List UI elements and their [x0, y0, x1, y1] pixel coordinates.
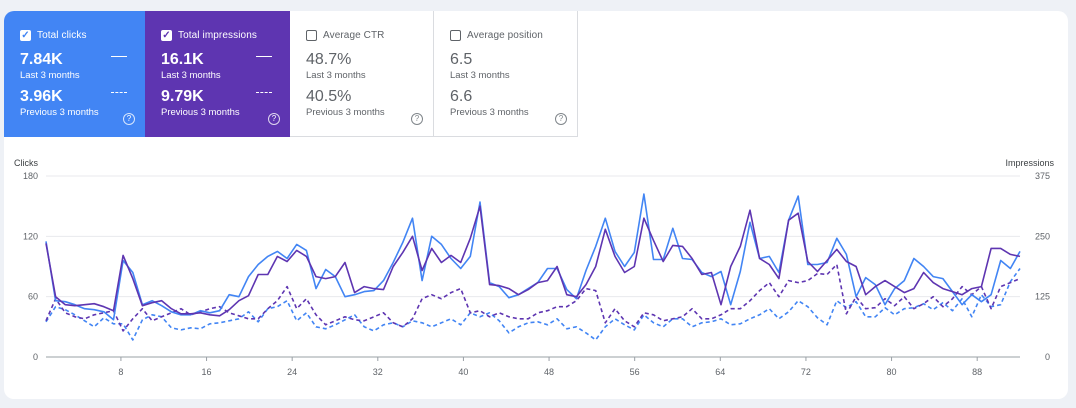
x-tick-label: 48 — [544, 367, 554, 377]
impressions-previous-series-line — [45, 263, 1021, 332]
x-tick-label: 56 — [630, 367, 640, 377]
help-icon[interactable]: ? — [268, 113, 280, 125]
checkbox-checked-icon[interactable]: ✓ — [161, 29, 172, 41]
x-tick-label: 24 — [287, 367, 297, 377]
tile-period-previous: Previous 3 months — [450, 107, 529, 118]
performance-card: ✓ Total clicks 7.84K Last 3 months 3.96K… — [4, 11, 1068, 399]
tile-period-current: Last 3 months — [306, 70, 366, 81]
clicks-current-series-line — [45, 193, 1021, 321]
impressions-current-series-line — [45, 205, 1021, 317]
x-tick-label: 80 — [887, 367, 897, 377]
average-ctr-tile[interactable]: Average CTR 48.7% Last 3 months 40.5% Pr… — [290, 11, 434, 137]
metric-tiles: ✓ Total clicks 7.84K Last 3 months 3.96K… — [4, 11, 578, 137]
clicks-previous-series-line — [45, 268, 1021, 341]
left-tick-label: 0 — [33, 352, 38, 362]
tile-period-current: Last 3 months — [20, 70, 80, 81]
checkbox-checked-icon[interactable]: ✓ — [20, 29, 31, 41]
right-tick-label: 0 — [1045, 352, 1050, 362]
left-tick-label: 180 — [23, 171, 38, 181]
tile-period-previous: Previous 3 months — [161, 107, 240, 118]
right-tick-label: 125 — [1035, 292, 1050, 302]
average-position-tile[interactable]: Average position 6.5 Last 3 months 6.6 P… — [434, 11, 578, 137]
help-icon[interactable]: ? — [411, 113, 423, 125]
right-axis-title: Impressions — [1005, 158, 1054, 168]
tile-value-current: 16.1K — [161, 51, 204, 68]
tile-period-previous: Previous 3 months — [306, 107, 385, 118]
help-icon[interactable]: ? — [555, 113, 567, 125]
tile-value-current: 7.84K — [20, 51, 63, 68]
tile-period-current: Last 3 months — [161, 70, 221, 81]
total-impressions-tile[interactable]: ✓ Total impressions 16.1K Last 3 months … — [145, 11, 290, 137]
tile-value-previous: 9.79K — [161, 88, 204, 105]
x-tick-label: 16 — [202, 367, 212, 377]
left-tick-label: 60 — [28, 292, 38, 302]
dashed-line-legend-icon — [256, 92, 272, 93]
total-clicks-tile[interactable]: ✓ Total clicks 7.84K Last 3 months 3.96K… — [4, 11, 145, 137]
x-tick-label: 64 — [715, 367, 725, 377]
series-lines — [45, 193, 1021, 341]
right-tick-label: 250 — [1035, 231, 1050, 241]
tile-label: Total impressions — [178, 30, 257, 41]
left-axis-title: Clicks — [14, 158, 38, 168]
x-tick-label: 40 — [458, 367, 468, 377]
tile-label: Total clicks — [37, 30, 87, 41]
performance-chart[interactable]: Clicks Impressions 0 0 60 125 120 250 180 375 8 1… — [4, 11, 1068, 399]
tile-label: Average position — [467, 30, 543, 41]
tile-value-current: 48.7% — [306, 51, 352, 68]
x-tick-label: 88 — [972, 367, 982, 377]
x-tick-label: 32 — [373, 367, 383, 377]
solid-line-legend-icon — [256, 56, 272, 57]
tile-value-previous: 40.5% — [306, 88, 352, 105]
checkbox-unchecked-icon[interactable] — [450, 30, 461, 41]
tile-value-previous: 6.6 — [450, 88, 473, 105]
axis-ticks: 0 0 60 125 120 250 180 375 8 16 24 32 40 48 56 64 72 80 88 — [23, 171, 1050, 377]
help-icon[interactable]: ? — [123, 113, 135, 125]
left-tick-label: 120 — [23, 231, 38, 241]
tile-period-previous: Previous 3 months — [20, 107, 99, 118]
dashed-line-legend-icon — [111, 92, 127, 93]
tile-value-previous: 3.96K — [20, 88, 63, 105]
right-tick-label: 375 — [1035, 171, 1050, 181]
checkbox-unchecked-icon[interactable] — [306, 30, 317, 41]
solid-line-legend-icon — [111, 56, 127, 57]
tile-period-current: Last 3 months — [450, 70, 510, 81]
tile-label: Average CTR — [323, 30, 385, 41]
x-tick-label: 8 — [118, 367, 123, 377]
x-tick-label: 72 — [801, 367, 811, 377]
tile-value-current: 6.5 — [450, 51, 473, 68]
gridlines — [46, 175, 1020, 358]
